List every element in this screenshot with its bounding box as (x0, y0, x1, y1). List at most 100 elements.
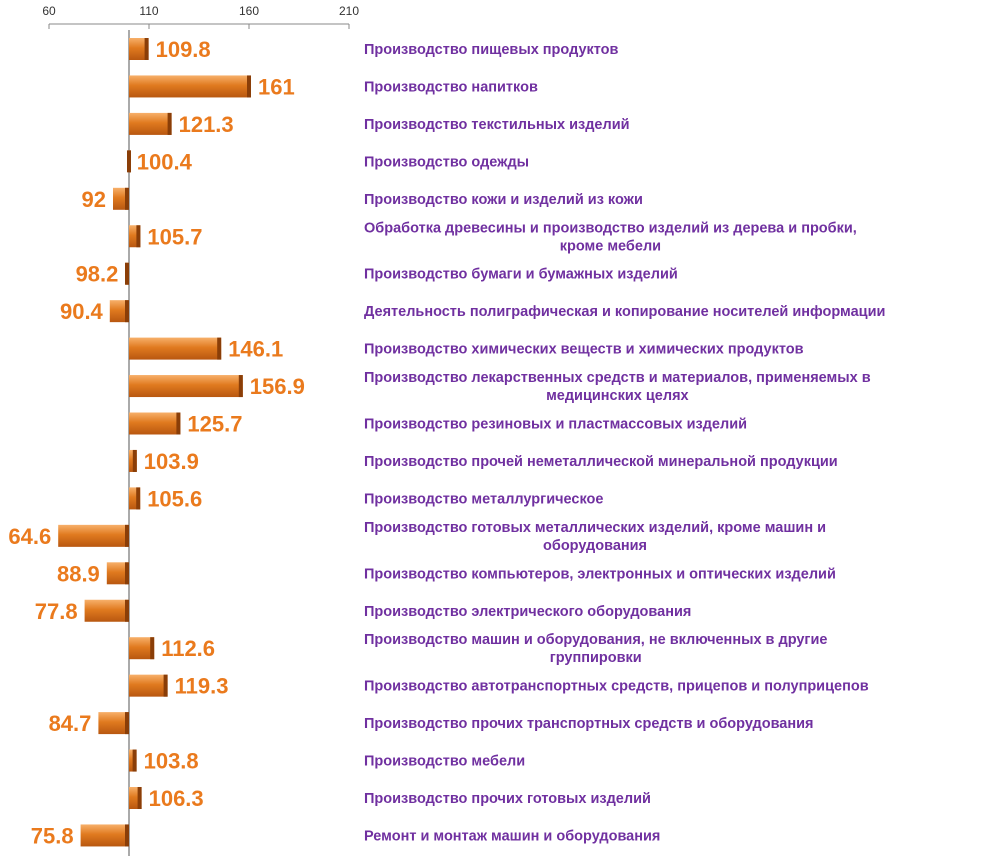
bar-end (137, 787, 142, 809)
category-label: Производство прочей неметаллической мине… (364, 454, 838, 470)
bars (58, 38, 251, 847)
bar-body (84, 599, 129, 622)
x-tick-label: 160 (239, 4, 259, 18)
category-label: Производство автотранспортных средств, п… (364, 679, 869, 695)
bar (129, 75, 251, 98)
value-label: 121.3 (179, 112, 234, 137)
bar (127, 150, 131, 173)
bar-end (125, 599, 129, 622)
value-label: 84.7 (49, 711, 92, 736)
bar-body (129, 75, 251, 98)
bar-body (129, 412, 181, 435)
bar-end (125, 300, 129, 323)
category-label-line: оборудования (543, 538, 647, 554)
bar-end (163, 674, 168, 697)
value-label: 161 (258, 74, 295, 99)
value-label: 156.9 (250, 374, 305, 399)
category-label: Ремонт и монтаж машин и оборудования (364, 828, 660, 844)
bar (109, 300, 129, 323)
category-label-line: группировки (550, 650, 642, 666)
category-label: Производство бумаги и бумажных изделий (364, 267, 678, 283)
value-label: 77.8 (35, 599, 78, 624)
bar (129, 337, 222, 360)
value-label: 88.9 (57, 561, 100, 586)
bar-end (125, 712, 129, 735)
bar (113, 187, 129, 210)
category-label-line: кроме мебели (560, 238, 661, 254)
bar-end (125, 262, 129, 285)
bar (125, 262, 129, 285)
category-label: Производство резиновых и пластмассовых и… (364, 417, 747, 433)
category-label: Производство мебели (364, 754, 525, 770)
category-label: Производство напитков (364, 79, 538, 95)
bar-end (150, 637, 155, 660)
category-labels: Производство пищевых продуктов Производст… (364, 42, 885, 844)
category-label: Производство одежды (364, 154, 529, 170)
bar (106, 562, 129, 585)
bar-end (136, 225, 141, 248)
category-label: Производство прочих транспортных средств… (364, 716, 814, 732)
category-label-line: медицинских целях (546, 388, 689, 404)
bar-end (125, 524, 129, 547)
bar-end (127, 150, 131, 173)
bar (129, 787, 142, 809)
value-label: 103.8 (144, 749, 199, 774)
bar-end (167, 112, 172, 135)
bar-body (129, 112, 172, 135)
category-label: Производство текстильных изделий (364, 117, 630, 133)
category-label: Производство лекарственных средств и мат… (364, 370, 871, 404)
value-label: 103.9 (144, 449, 199, 474)
category-label: Производство готовых металлических издел… (364, 520, 826, 554)
bar (129, 637, 155, 660)
bar-body (129, 487, 141, 510)
value-label: 90.4 (60, 299, 104, 324)
x-tick-label: 60 (42, 4, 56, 18)
category-label: Производство металлургическое (364, 491, 603, 507)
bar-end (125, 562, 129, 585)
category-label-line: Производство готовых металлических издел… (364, 520, 826, 536)
category-label: Производство химических веществ и химиче… (364, 342, 804, 358)
bar (80, 824, 129, 847)
category-label: Обработка древесины и производство издел… (364, 220, 857, 254)
x-axis: 60 110 160 210 (42, 4, 359, 29)
bar-body (129, 38, 149, 60)
value-label: 64.6 (8, 524, 51, 549)
value-label: 109.8 (156, 37, 211, 62)
category-label: Производство компьютеров, электронных и … (364, 566, 836, 582)
bar-body (129, 225, 141, 248)
bar (129, 749, 137, 772)
value-label: 92 (82, 187, 106, 212)
bar-end (125, 824, 129, 847)
category-label: Производство машин и оборудования, не вк… (364, 632, 827, 666)
value-label: 106.3 (149, 786, 204, 811)
bar-body (109, 300, 129, 323)
bar (129, 225, 141, 248)
bar-body (129, 375, 243, 398)
bar-end (238, 375, 243, 398)
bar-body (106, 562, 129, 585)
category-label-line: Обработка древесины и производство издел… (364, 220, 857, 236)
value-label: 105.7 (147, 224, 202, 249)
bar-body (98, 712, 129, 735)
value-label: 98.2 (76, 262, 119, 287)
category-label: Деятельность полиграфическая и копирован… (364, 304, 885, 320)
bar (129, 375, 243, 398)
bar-end (247, 75, 251, 98)
category-label: Производство кожи и изделий из кожи (364, 192, 643, 208)
bar (129, 112, 172, 135)
bar (129, 674, 168, 697)
value-label: 112.6 (161, 636, 215, 661)
category-label: Производство прочих готовых изделий (364, 791, 651, 807)
category-label: Производство пищевых продуктов (364, 42, 619, 58)
bar (129, 38, 149, 60)
bar-body (129, 637, 155, 660)
value-label: 125.7 (187, 412, 242, 437)
value-label: 119.3 (175, 674, 229, 699)
category-label-line: Производство машин и оборудования, не вк… (364, 632, 827, 648)
bar-end (217, 337, 222, 360)
bar-end (176, 412, 181, 435)
category-label: Производство электрического оборудования (364, 604, 691, 620)
bar-end (144, 38, 149, 60)
value-labels: 109.8 161 121.3 100.4 92 105.7 98.2 90.4 146.1 15… (8, 37, 304, 848)
